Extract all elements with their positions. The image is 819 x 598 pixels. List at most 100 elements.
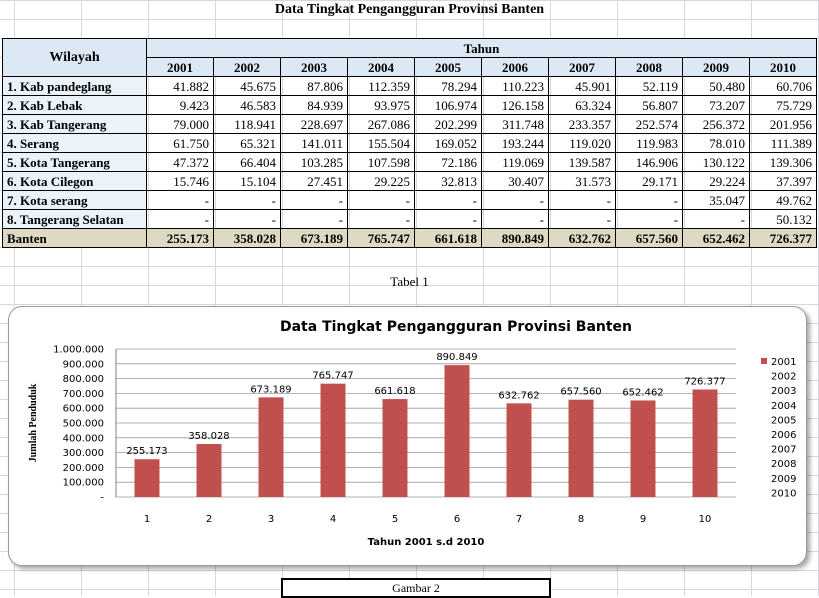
table-cell: 233.357 — [548, 114, 616, 134]
table-cell: - — [481, 190, 549, 210]
table-row: 3. Kab Tangerang 79.000 118.941 228.697 267.… — [2, 114, 817, 134]
x-tick-label: 4 — [330, 514, 336, 525]
y-tick-label: 800.000 — [63, 374, 104, 385]
data-label: 652.462 — [622, 387, 663, 398]
table-cell: 75.729 — [749, 95, 817, 115]
year-header: 2008 — [615, 57, 683, 77]
x-axis-title: Tahun 2001 s.d 2010 — [368, 537, 485, 548]
legend-item: 2005 — [771, 415, 796, 426]
x-tick-label: 8 — [578, 514, 584, 525]
table-cell: 193.244 — [481, 133, 549, 153]
table-cell: 228.697 — [280, 114, 348, 134]
x-tick-label: 3 — [268, 514, 274, 525]
table-cell: 84.939 — [280, 95, 348, 115]
row-label: 7. Kota serang — [2, 190, 147, 210]
table-cell: - — [280, 190, 348, 210]
table-cell: 119.069 — [481, 152, 549, 172]
table-cell: 63.324 — [548, 95, 616, 115]
table-cell: 79.000 — [146, 114, 214, 134]
total-cell: 358.028 — [213, 228, 281, 248]
table-cell: 78.010 — [682, 133, 750, 153]
total-label: Banten — [2, 228, 147, 248]
total-cell: 657.560 — [615, 228, 683, 248]
table-cell: 201.956 — [749, 114, 817, 134]
table-cell: 45.901 — [548, 76, 616, 96]
year-header-row: 2001 2002 2003 2004 2005 2006 2007 2008 2009 2010 — [3, 57, 817, 77]
table-cell: 119.020 — [548, 133, 616, 153]
chart-container: Data Tingkat Pengangguran Provinsi Bante… — [8, 306, 807, 566]
table-cell: 256.372 — [682, 114, 750, 134]
y-tick-label: 100.000 — [63, 478, 104, 489]
data-label: 632.762 — [498, 390, 539, 401]
table-cell: 50.480 — [682, 76, 750, 96]
table-cell: - — [548, 209, 616, 229]
table-cell: - — [615, 209, 683, 229]
table-cell: 45.675 — [213, 76, 281, 96]
table-cell: 52.119 — [615, 76, 683, 96]
table-cell: - — [481, 209, 549, 229]
total-cell: 661.618 — [414, 228, 482, 248]
table-cell: 30.407 — [481, 171, 549, 191]
table-cell: 112.359 — [347, 76, 415, 96]
total-cell: 673.189 — [280, 228, 348, 248]
bar — [258, 397, 284, 497]
total-row: Banten 255.173 358.028 673.189 765.747 661.61… — [2, 228, 817, 248]
table-cell: 106.974 — [414, 95, 482, 115]
legend-item: 2001 — [771, 357, 796, 368]
y-tick-label: - — [100, 493, 104, 504]
total-cell: 726.377 — [749, 228, 817, 248]
row-label: 1. Kab pandeglang — [2, 76, 147, 96]
table-cell: 46.583 — [213, 95, 281, 115]
table-cell: 267.086 — [347, 114, 415, 134]
table-cell: 119.983 — [615, 133, 683, 153]
table-cell: 41.882 — [146, 76, 214, 96]
data-label: 673.189 — [250, 384, 291, 395]
table-body: 1. Kab pandeglang 41.882 45.675 87.806 112.3… — [2, 76, 817, 248]
table-cell: 78.294 — [414, 76, 482, 96]
table-cell: 103.285 — [280, 152, 348, 172]
table-cell: 126.158 — [481, 95, 549, 115]
table-cell: - — [146, 190, 214, 210]
y-tick-label: 500.000 — [63, 419, 104, 430]
x-tick-label: 10 — [699, 514, 712, 525]
table-cell: 37.397 — [749, 171, 817, 191]
legend-item: 2008 — [771, 459, 796, 470]
table-cell: 130.122 — [682, 152, 750, 172]
bar — [568, 399, 594, 497]
y-tick-label: 400.000 — [63, 433, 104, 444]
table-row: 1. Kab pandeglang 41.882 45.675 87.806 112.3… — [2, 76, 817, 96]
table-cell: 15.746 — [146, 171, 214, 191]
table-cell: 32.813 — [414, 171, 482, 191]
table-row: 6. Kota Cilegon 15.746 15.104 27.451 29.225 3… — [2, 171, 817, 191]
y-tick-label: 1.000.000 — [53, 345, 104, 356]
table-row: 7. Kota serang - - - - - - - -35.047 49.762 — [2, 190, 817, 210]
chart-title: Data Tingkat Pengangguran Provinsi Bante… — [280, 319, 632, 335]
bar — [382, 399, 408, 497]
y-tick-label: 700.000 — [63, 389, 104, 400]
table-cell: - — [414, 209, 482, 229]
table-cell: 9.423 — [146, 95, 214, 115]
table-row: 5. Kota Tangerang 47.372 66.404 103.285 107.… — [2, 152, 817, 172]
legend-item: 2004 — [771, 401, 796, 412]
row-label: 6. Kota Cilegon — [2, 171, 147, 191]
bar — [320, 383, 346, 497]
x-tick-label: 7 — [516, 514, 522, 525]
table-cell: 66.404 — [213, 152, 281, 172]
table-cell: 252.574 — [615, 114, 683, 134]
bar — [692, 389, 718, 497]
total-cell: 765.747 — [347, 228, 415, 248]
table-cell: 60.706 — [749, 76, 817, 96]
table-row: 2. Kab Lebak 9.423 46.583 84.939 93.975 106.9… — [2, 95, 817, 115]
data-label: 726.377 — [684, 376, 725, 387]
table-cell: 15.104 — [213, 171, 281, 191]
table-row: 4. Serang 61.750 65.321 141.011 155.504 169.0… — [2, 133, 817, 153]
row-label: 8. Tangerang Selatan — [2, 209, 147, 229]
y-tick-label: 300.000 — [63, 448, 104, 459]
legend-item: 2009 — [771, 474, 796, 485]
table-cell: 29.224 — [682, 171, 750, 191]
year-header: 2006 — [481, 57, 549, 77]
year-header: 2001 — [146, 57, 214, 77]
legend-swatch — [761, 358, 767, 364]
table-cell: 202.299 — [414, 114, 482, 134]
data-label: 890.849 — [436, 352, 477, 363]
